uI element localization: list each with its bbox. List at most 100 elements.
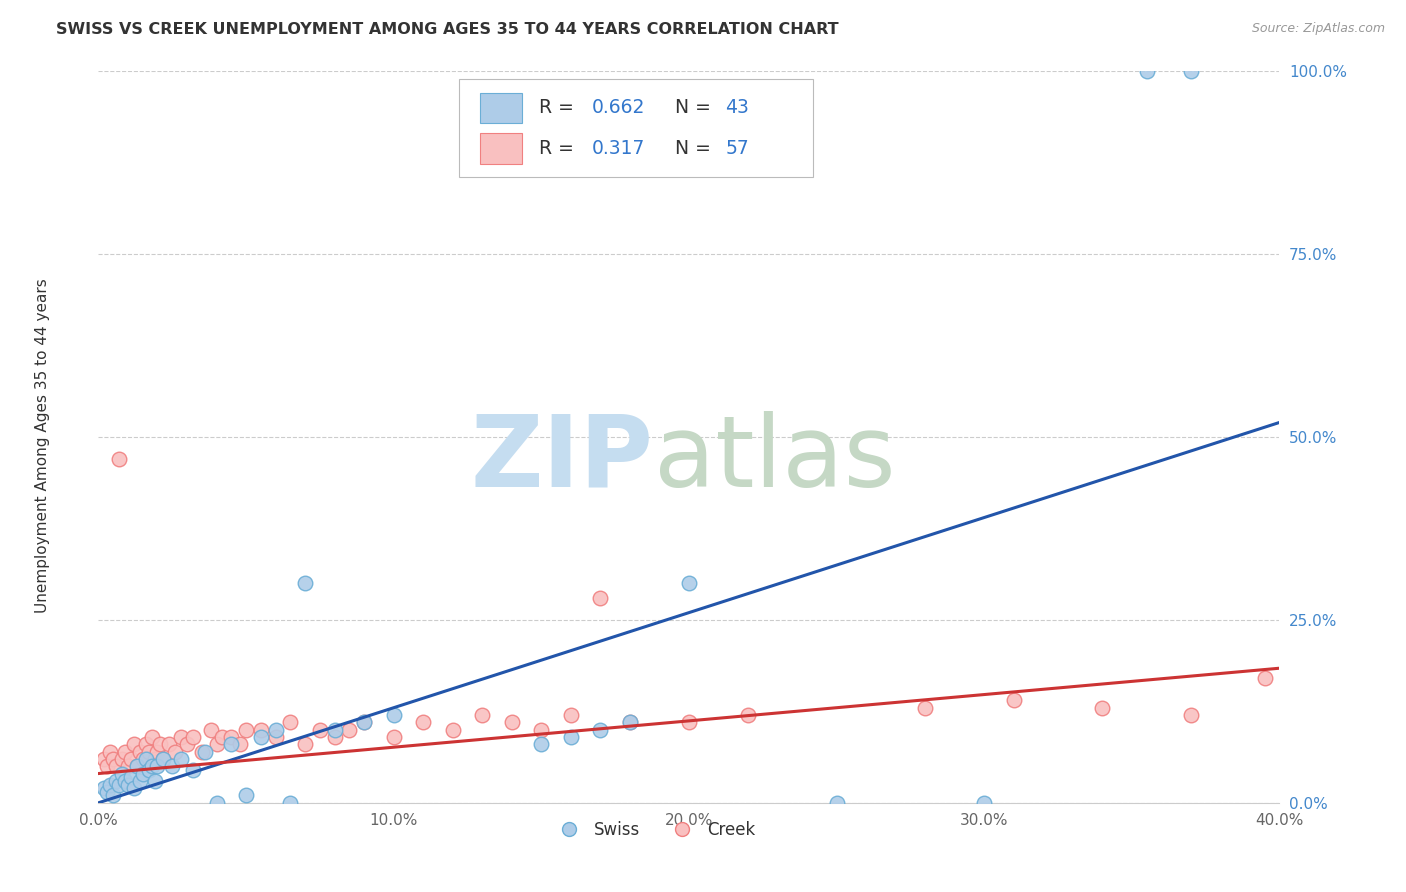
Point <box>125 759 148 773</box>
Text: R =: R = <box>538 138 579 158</box>
Point <box>146 745 169 759</box>
Point <box>235 723 257 737</box>
Point <box>93 752 115 766</box>
Point <box>264 730 287 744</box>
Point <box>152 752 174 766</box>
Text: N =: N = <box>675 98 717 118</box>
Point <box>560 708 582 723</box>
Point <box>619 715 641 730</box>
Point <box>530 737 553 751</box>
Point <box>122 781 145 796</box>
Point <box>143 752 166 766</box>
Bar <box>479 93 523 123</box>
Point <box>108 778 131 792</box>
Bar <box>479 133 523 163</box>
Text: Unemployment Among Ages 35 to 44 years: Unemployment Among Ages 35 to 44 years <box>35 278 49 614</box>
Point <box>221 730 243 744</box>
Point <box>146 759 169 773</box>
Point <box>108 452 131 467</box>
Text: 0.317: 0.317 <box>592 138 645 158</box>
Point <box>191 745 214 759</box>
Point <box>353 715 375 730</box>
Point <box>105 759 128 773</box>
Point <box>138 745 160 759</box>
Point <box>96 785 118 799</box>
Point <box>914 700 936 714</box>
Point <box>235 789 257 803</box>
Text: 43: 43 <box>725 98 749 118</box>
Point <box>117 759 139 773</box>
Point <box>200 723 222 737</box>
Point <box>589 723 612 737</box>
Point <box>353 715 375 730</box>
Point <box>162 759 183 773</box>
Point <box>170 752 193 766</box>
Point <box>111 766 134 780</box>
Point <box>181 730 204 744</box>
Point <box>294 737 316 751</box>
Point <box>309 723 332 737</box>
Point <box>176 737 198 751</box>
Point <box>138 763 160 777</box>
Point <box>221 737 243 751</box>
Point <box>141 759 163 773</box>
Point <box>98 745 121 759</box>
Point <box>165 745 187 759</box>
Point <box>114 773 136 788</box>
Point <box>205 796 228 810</box>
Point <box>132 766 155 780</box>
Point <box>1136 64 1159 78</box>
Point <box>103 752 125 766</box>
Point <box>149 737 172 751</box>
Point <box>141 730 163 744</box>
Point <box>105 773 128 788</box>
Text: R =: R = <box>538 98 579 118</box>
FancyBboxPatch shape <box>458 78 813 178</box>
Point <box>1002 693 1025 707</box>
Point <box>530 723 553 737</box>
Point <box>1180 64 1202 78</box>
Point <box>152 752 174 766</box>
Point <box>382 730 405 744</box>
Point <box>211 730 233 744</box>
Point <box>560 730 582 744</box>
Point <box>143 773 166 788</box>
Point <box>98 778 121 792</box>
Point <box>103 789 125 803</box>
Point <box>250 723 273 737</box>
Point <box>132 752 155 766</box>
Point <box>678 715 700 730</box>
Point <box>117 778 139 792</box>
Text: N =: N = <box>675 138 717 158</box>
Point <box>825 796 848 810</box>
Point <box>471 708 494 723</box>
Point <box>205 737 228 751</box>
Point <box>93 781 115 796</box>
Point <box>294 576 316 591</box>
Point <box>135 737 157 751</box>
Text: ZIP: ZIP <box>471 410 654 508</box>
Point <box>125 759 148 773</box>
Point <box>128 773 150 788</box>
Point <box>619 715 641 730</box>
Point <box>194 745 217 759</box>
Point <box>737 708 759 723</box>
Point <box>135 752 157 766</box>
Point <box>441 723 464 737</box>
Point <box>229 737 252 751</box>
Point <box>1180 708 1202 723</box>
Point <box>120 752 142 766</box>
Point <box>382 708 405 723</box>
Point <box>501 715 523 730</box>
Point <box>280 796 302 810</box>
Point <box>339 723 361 737</box>
Text: SWISS VS CREEK UNEMPLOYMENT AMONG AGES 35 TO 44 YEARS CORRELATION CHART: SWISS VS CREEK UNEMPLOYMENT AMONG AGES 3… <box>56 22 839 37</box>
Point <box>1254 672 1277 686</box>
Point <box>280 715 302 730</box>
Text: Source: ZipAtlas.com: Source: ZipAtlas.com <box>1251 22 1385 36</box>
Point <box>973 796 995 810</box>
Point <box>264 723 287 737</box>
Legend: Swiss, Creek: Swiss, Creek <box>546 814 762 846</box>
Text: atlas: atlas <box>654 410 896 508</box>
Point <box>323 730 346 744</box>
